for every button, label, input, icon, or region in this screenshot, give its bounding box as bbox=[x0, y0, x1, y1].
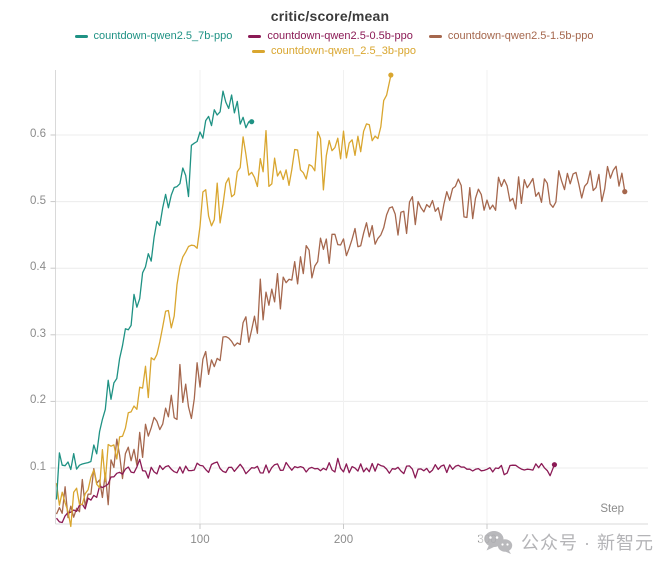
legend-dash-icon bbox=[428, 35, 442, 38]
legend-item-countdown-qwen_2.5_3b-ppo[interactable]: countdown-qwen_2.5_3b-ppo bbox=[252, 45, 416, 58]
legend-item-countdown-qwen2.5-0.5b-ppo[interactable]: countdown-qwen2.5-0.5b-ppo bbox=[248, 30, 413, 43]
legend-row-1: countdown-qwen_2.5_3b-ppo bbox=[252, 45, 416, 58]
legend-label: countdown-qwen2.5-0.5b-ppo bbox=[267, 30, 413, 42]
legend-dash-icon bbox=[248, 35, 262, 38]
legend-item-countdown-qwen2.5_7b-ppo[interactable]: countdown-qwen2.5_7b-ppo bbox=[74, 30, 233, 43]
series-end-dot-countdown-qwen2.5-1.5b-ppo bbox=[622, 189, 628, 195]
legend-label: countdown-qwen2.5_7b-ppo bbox=[93, 30, 233, 42]
y-tick-label-0.3: 0.3 bbox=[30, 327, 46, 340]
y-tick-label-0.5: 0.5 bbox=[30, 194, 46, 207]
watermark-text: 公众号 · 新智元 bbox=[521, 533, 654, 553]
chart-legend: countdown-qwen2.5_7b-ppo countdown-qwen2.… bbox=[14, 30, 654, 58]
watermark: 公众号 · 新智元 bbox=[479, 529, 654, 555]
x-tick-label-200: 200 bbox=[333, 534, 354, 546]
series-line-countdown-qwen_2.5_3b-ppo[interactable] bbox=[55, 74, 392, 528]
series-end-dot-countdown-qwen2.5_7b-ppo bbox=[249, 119, 255, 125]
y-tick-label-0.4: 0.4 bbox=[30, 261, 46, 274]
series-line-countdown-qwen2.5_7b-ppo[interactable] bbox=[55, 90, 252, 500]
x-axis-title: Step bbox=[600, 503, 624, 515]
series-end-dot-countdown-qwen2.5-0.5b-ppo bbox=[551, 462, 558, 468]
y-tick-label-0.1: 0.1 bbox=[30, 461, 46, 473]
legend-dash-icon bbox=[252, 50, 266, 53]
legend-label: countdown-qwen2.5-1.5b-ppo bbox=[447, 30, 594, 42]
series-end-dot-countdown-qwen_2.5_3b-ppo bbox=[388, 72, 394, 78]
page-title: critic/score/mean bbox=[270, 8, 390, 24]
series-line-countdown-qwen2.5-1.5b-ppo[interactable] bbox=[55, 165, 626, 519]
legend-label: countdown-qwen_2.5_3b-ppo bbox=[271, 45, 416, 57]
y-tick-label-0.6: 0.6 bbox=[30, 128, 46, 140]
wechat-icon bbox=[484, 531, 513, 554]
series-line-countdown-qwen2.5-0.5b-ppo[interactable] bbox=[55, 457, 556, 524]
legend-dash-icon bbox=[74, 35, 88, 38]
x-tick-label-100: 100 bbox=[190, 534, 210, 546]
legend-item-countdown-qwen2.5-1.5b-ppo[interactable]: countdown-qwen2.5-1.5b-ppo bbox=[428, 30, 594, 43]
legend-row-0: countdown-qwen2.5_7b-ppo countdown-qwen2.… bbox=[74, 30, 594, 43]
y-tick-label-0.2: 0.2 bbox=[30, 394, 46, 407]
